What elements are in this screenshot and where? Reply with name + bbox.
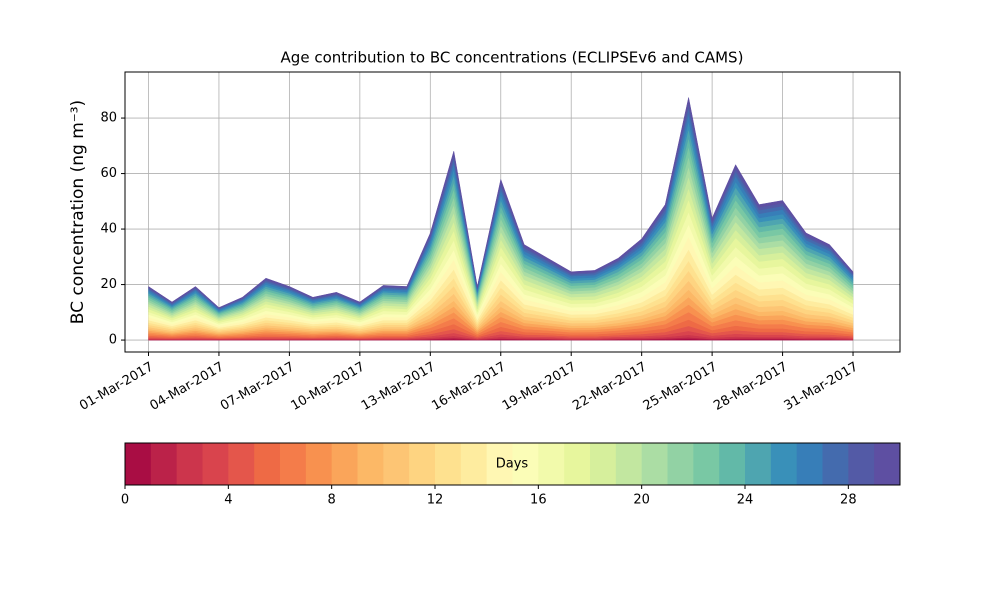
colorbar-band — [538, 443, 565, 485]
colorbar-band — [615, 443, 643, 485]
plot-frame — [124, 71, 901, 353]
colorbar-band — [796, 443, 823, 485]
colorbar-tick-label: 12 — [427, 493, 444, 508]
colorbar-band — [176, 443, 203, 485]
colorbar-band — [383, 443, 410, 485]
y-axis-label: BC concentration (ng m⁻³) — [68, 100, 88, 324]
colorbar-band — [435, 443, 462, 485]
area-layer — [148, 97, 854, 309]
colorbar-band — [460, 443, 488, 485]
colorbar-band — [848, 443, 875, 485]
colorbar-band — [202, 443, 229, 485]
colorbar-band — [228, 443, 255, 485]
y-tick-label: 60 — [100, 166, 117, 181]
colorbar-tick-label: 8 — [328, 493, 336, 508]
y-tick-label: 20 — [100, 277, 117, 292]
colorbar-tick-label: 16 — [530, 493, 547, 508]
colorbar-band — [745, 443, 772, 485]
colorbar-band — [874, 443, 901, 485]
colorbar-band — [254, 443, 281, 485]
colorbar-tick-label: 28 — [840, 493, 857, 508]
y-tick-label: 80 — [100, 111, 117, 126]
colorbar-band — [331, 443, 358, 485]
colorbar-tick-label: 0 — [121, 493, 129, 508]
colorbar-band — [719, 443, 746, 485]
colorbar-band — [486, 443, 513, 485]
colorbar-band — [822, 443, 849, 485]
colorbar-label: Days — [496, 457, 529, 472]
colorbar-band — [641, 443, 668, 485]
y-tick-label: 0 — [109, 333, 117, 348]
colorbar-band — [590, 443, 617, 485]
colorbar-band — [667, 443, 694, 485]
y-tick-label: 40 — [100, 222, 117, 237]
colorbar-band — [770, 443, 798, 485]
colorbar-band — [305, 443, 333, 485]
colorbar-band — [564, 443, 591, 485]
colorbar-frame — [124, 442, 901, 486]
colorbar-band — [150, 443, 178, 485]
colorbar-band — [357, 443, 384, 485]
colorbar-tick-label: 24 — [737, 493, 754, 508]
colorbar-tick-label: 20 — [633, 493, 650, 508]
colorbar-band — [409, 443, 436, 485]
colorbar-band — [512, 443, 539, 485]
colorbar-tick-label: 4 — [224, 493, 232, 508]
chart-title: Age contribution to BC concentrations (E… — [281, 49, 744, 67]
colorbar-band — [125, 443, 152, 485]
colorbar-band — [693, 443, 720, 485]
colorbar-band — [280, 443, 307, 485]
